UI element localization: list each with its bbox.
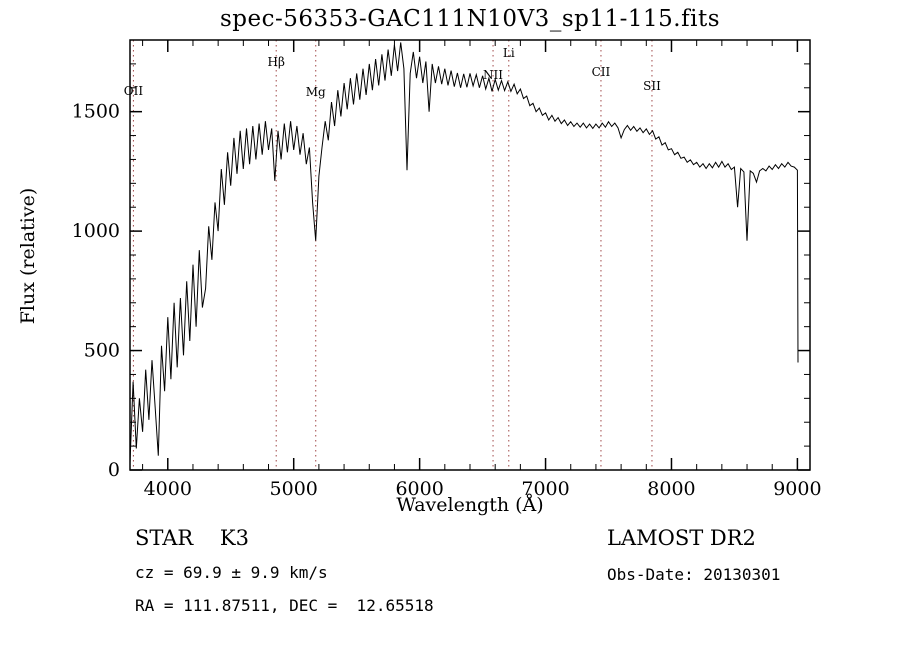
survey-label: LAMOST DR2 (607, 526, 756, 550)
y-tick-label: 1500 (72, 101, 120, 123)
y-tick-label: 0 (108, 459, 120, 481)
spectral-line-label: Li (503, 46, 515, 60)
x-tick-label: 6000 (395, 478, 443, 500)
y-tick-label: 1000 (72, 220, 120, 242)
cz-value: cz = 69.9 ± 9.9 km/s (135, 563, 328, 582)
obs-date: Obs-Date: 20130301 (607, 565, 781, 584)
spectral-line-label: OII (124, 84, 144, 98)
ra-dec-coords: RA = 111.87511, DEC = 12.65518 (135, 596, 434, 615)
spectral-line-label: Mg (306, 85, 326, 99)
x-axis-label: Wavelength (Å) (396, 494, 544, 516)
x-tick-label: 9000 (773, 478, 821, 500)
spectral-line-label: CII (592, 65, 611, 79)
spectral-line-label: Hβ (267, 55, 284, 69)
y-tick-label: 500 (84, 340, 120, 362)
spectrum-trace (129, 42, 799, 463)
x-tick-label: 5000 (270, 478, 318, 500)
spectral-line-label: NII (483, 68, 503, 82)
x-tick-label: 4000 (144, 478, 192, 500)
plot-title: spec-56353-GAC111N10V3_sp11-115.fits (219, 6, 721, 32)
y-axis-label: Flux (relative) (17, 187, 39, 325)
x-tick-label: 8000 (647, 478, 695, 500)
x-tick-label: 7000 (521, 478, 569, 500)
spectral-line-label: SII (643, 79, 661, 93)
plot-frame (129, 39, 811, 471)
object-class-label: STAR K3 (135, 526, 249, 550)
